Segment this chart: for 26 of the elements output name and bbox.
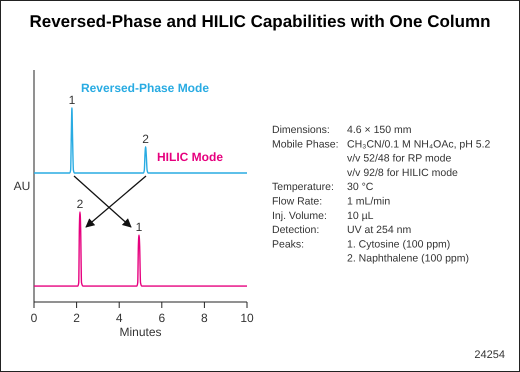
text: Dimensions: 4.6 × 150 mm (272, 124, 412, 136)
text: v/v 52/48 for RP mode (347, 152, 452, 165)
text: Detection: UV at 254 nm (272, 224, 412, 236)
series-label: Reversed-Phase Mode (80, 81, 210, 95)
text: Flow Rate: 1 mL/min (272, 196, 390, 208)
x-axis-title: Minutes (119, 325, 162, 339)
x-tick-label: 2 (73, 311, 80, 325)
text: HILIC Mode (157, 150, 224, 164)
text: Inj. Volume: 10 µL (272, 210, 374, 222)
x-tick-label: 10 (240, 311, 254, 325)
y-axis-title: AU (14, 179, 30, 193)
annotation: 2 (142, 132, 150, 146)
text: 24254 (474, 349, 505, 361)
annotation: 1 (136, 220, 143, 234)
text: Peaks: 1. Cytosine (100 ppm) (272, 238, 450, 250)
text: 2. Naphthalene (100 ppm) (347, 252, 469, 265)
text: v/v 92/8 for HILIC mode (347, 166, 458, 179)
annotation: 1 (68, 93, 76, 107)
x-tick-label: 4 (116, 311, 123, 325)
x-tick-label: 6 (158, 311, 166, 325)
x-tick-label: 8 (201, 311, 208, 325)
text: Mobile Phase: CH₃CN/0.1 M NH₄OAc, pH 5.2 (272, 138, 491, 150)
text: Temperature: 30 °C (272, 181, 374, 194)
annotation: 2 (76, 196, 84, 211)
chart-title: Reversed-Phase and HILIC Capabilities with One Column (30, 12, 490, 31)
x-tick-label: 0 (30, 311, 38, 325)
